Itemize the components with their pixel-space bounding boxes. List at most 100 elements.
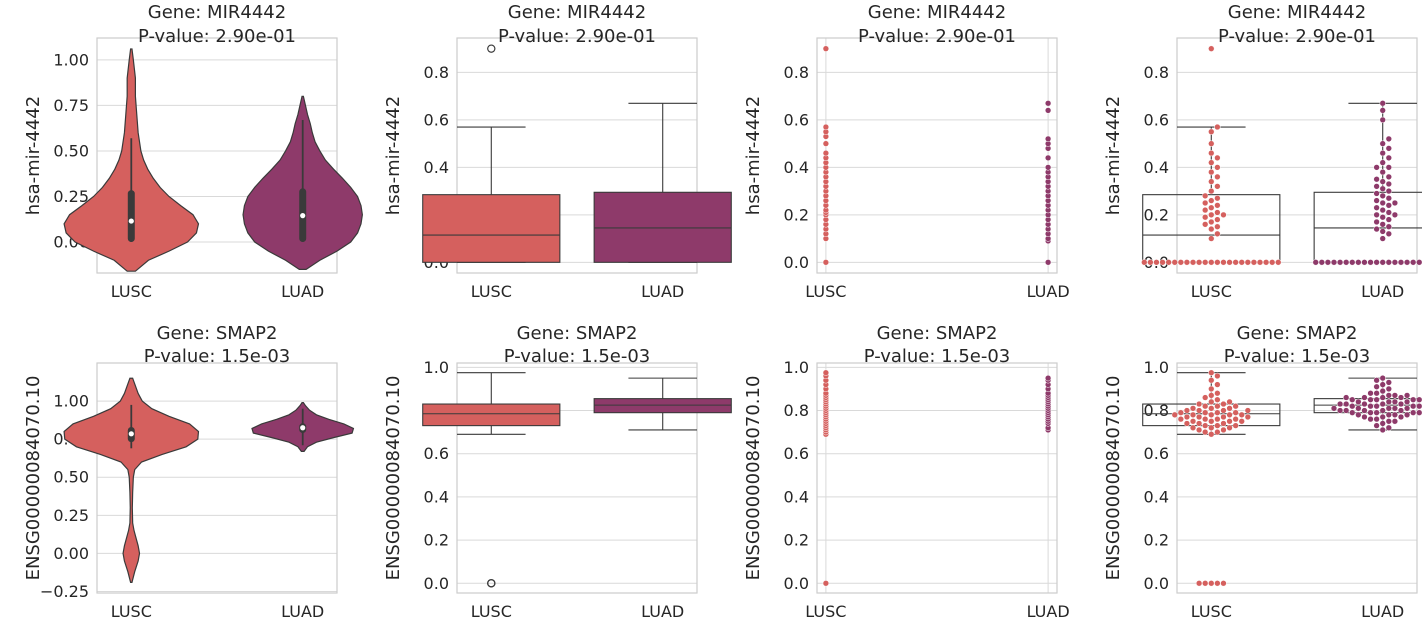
strip-point [822, 45, 830, 52]
x-tick-label: LUSC [1191, 602, 1232, 621]
swarm-point [1373, 164, 1380, 171]
swarm-point [1214, 259, 1221, 266]
swarm-point [1385, 230, 1392, 237]
swarm-point [1202, 428, 1209, 436]
swarm-point [1349, 396, 1356, 403]
swarm-point [1208, 128, 1215, 135]
swarm-point [1202, 403, 1209, 410]
y-tick-label: 1.00 [53, 392, 89, 411]
swarm-point [1153, 259, 1160, 266]
swarm-point [1403, 392, 1411, 399]
box-iqr [1313, 191, 1422, 263]
x-tick-label: LUSC [471, 602, 512, 621]
swarm-point [1379, 199, 1386, 207]
swarm-point [1238, 418, 1245, 425]
swarm-point [1355, 259, 1362, 266]
swarm-point [1367, 416, 1374, 423]
swarm-point [1214, 183, 1221, 190]
y-tick-label: 0.4 [784, 158, 809, 177]
x-tick-label: LUAD [1361, 602, 1404, 621]
axes-frame [816, 362, 1058, 594]
chart-title-gene: Gene: MIR4442 [148, 2, 286, 23]
swarm-point [1141, 259, 1148, 266]
swarm-point [1361, 394, 1368, 401]
chart-title-gene: Gene: SMAP2 [1237, 323, 1358, 344]
swarm-point [1214, 195, 1221, 202]
swarm-point [1416, 259, 1422, 266]
swarm-point [1385, 223, 1392, 230]
swarm-point [1385, 216, 1392, 223]
y-tick-label: 0.0 [424, 574, 449, 593]
y-tick-label: 0.6 [424, 444, 449, 463]
y-tick-label: 0.2 [424, 531, 449, 550]
strip-point [822, 580, 830, 587]
chart-title-gene: Gene: MIR4442 [508, 2, 646, 23]
swarm-point [1214, 164, 1221, 171]
box-outlier [487, 579, 496, 588]
swarm-point [1373, 183, 1380, 190]
y-tick-label: 0.4 [784, 487, 809, 506]
swarm-point [1355, 405, 1362, 412]
box-iqr [422, 194, 561, 263]
swarm-point [1379, 387, 1386, 395]
swarm-point [1256, 259, 1264, 266]
y-tick-label: 0.4 [424, 487, 449, 506]
swarm-point [1220, 259, 1227, 266]
chart-panel-3: 0.0 0.2 0.4 0.6 0.8 Gene: MIR4442 P-value: 2.9… [743, 2, 1070, 301]
swarm-point [1214, 422, 1221, 429]
swarm-point [1208, 149, 1215, 157]
axes-frame [96, 37, 338, 274]
swarm-point [1385, 154, 1392, 162]
swarm-point [1379, 400, 1386, 408]
swarm-point [1226, 418, 1233, 425]
swarm-point [1244, 407, 1251, 414]
swarm-point [1391, 392, 1399, 399]
strip-point [1044, 154, 1052, 162]
strip-point [822, 369, 830, 376]
swarm-point [1349, 409, 1356, 416]
swarm-point [1232, 259, 1239, 266]
swarm-point [1202, 416, 1209, 423]
swarm-point [1208, 377, 1215, 384]
swarm-point [1250, 259, 1258, 266]
swarm-point [1165, 259, 1172, 266]
y-tick-label: 0.6 [424, 110, 449, 129]
swarm-point [1214, 123, 1221, 131]
chart-title-pvalue: P-value: 1.5e-03 [504, 346, 651, 367]
swarm-point [1208, 159, 1215, 166]
swarm-point [1208, 392, 1215, 399]
swarm-point [1385, 209, 1392, 216]
swarm-point [1177, 416, 1184, 423]
y-tick-label: −0.25 [40, 582, 89, 601]
swarm-point [1232, 403, 1239, 410]
swarm-point [1226, 411, 1233, 418]
swarm-point [1244, 259, 1251, 266]
axes-frame [96, 362, 338, 594]
swarm-point [1343, 394, 1350, 401]
swarm-point [1202, 409, 1209, 416]
swarm-point [1355, 411, 1362, 418]
x-tick-label: LUAD [1027, 282, 1070, 301]
swarm-point [1343, 259, 1350, 266]
y-tick-label: 0.2 [1144, 205, 1169, 224]
swarm-point [1195, 580, 1203, 587]
chart-title-pvalue: P-value: 2.90e-01 [1218, 26, 1376, 47]
swarm-point [1373, 225, 1380, 233]
swarm-point [1373, 218, 1380, 226]
axes-frame [456, 362, 698, 594]
swarm-point [1385, 135, 1392, 143]
swarm-point [1275, 259, 1282, 266]
box-iqr [422, 403, 561, 427]
swarm-point [1214, 416, 1221, 423]
y-tick-label: 0.0 [784, 574, 809, 593]
swarm-point [1385, 173, 1392, 181]
swarm-point [1189, 411, 1197, 418]
x-tick-label: LUAD [281, 282, 324, 301]
swarm-point [1214, 580, 1221, 587]
swarm-point [1361, 259, 1368, 266]
swarm-point [1391, 199, 1399, 207]
swarm-point [1214, 202, 1221, 209]
swarm-point [1385, 418, 1392, 425]
